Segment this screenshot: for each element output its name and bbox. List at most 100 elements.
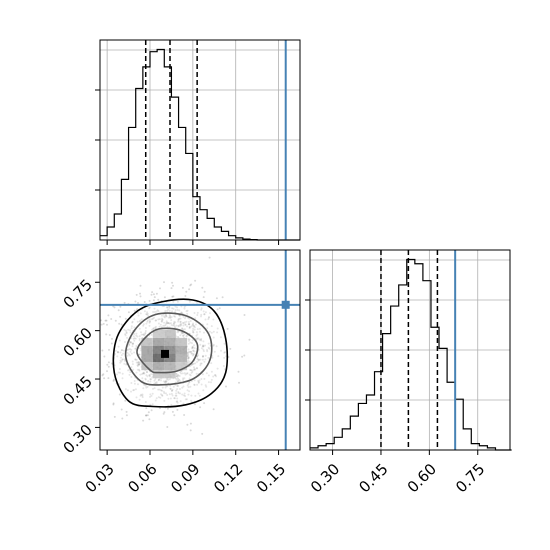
sample-point xyxy=(166,325,169,328)
sample-point xyxy=(203,313,206,316)
sample-point xyxy=(149,320,151,323)
sample-point xyxy=(204,344,206,347)
sample-point xyxy=(221,296,224,299)
sample-point xyxy=(179,321,182,323)
sample-point xyxy=(135,358,138,361)
sample-point xyxy=(200,378,203,380)
sample-point xyxy=(176,330,179,333)
sample-point xyxy=(210,381,212,384)
sample-point xyxy=(145,313,148,316)
sample-point xyxy=(170,319,173,322)
sample-point xyxy=(189,350,192,353)
sample-point xyxy=(140,333,143,336)
sample-point xyxy=(142,323,145,326)
sample-point xyxy=(196,367,198,370)
sample-point xyxy=(170,316,173,318)
sample-point xyxy=(106,323,108,326)
sample-point xyxy=(226,327,229,330)
sample-point xyxy=(201,358,204,361)
sample-point xyxy=(237,370,240,373)
sample-point xyxy=(179,334,182,337)
sample-point xyxy=(116,350,119,353)
sample-point xyxy=(141,393,144,396)
sample-point xyxy=(131,320,134,323)
joint-density-marks xyxy=(100,250,300,450)
sample-point xyxy=(149,380,152,383)
sample-point xyxy=(150,373,153,376)
sample-point xyxy=(202,340,205,343)
sample-point xyxy=(202,355,204,358)
sample-point xyxy=(153,316,155,319)
sample-point xyxy=(189,422,192,425)
sample-point xyxy=(116,355,119,358)
sample-point xyxy=(188,327,191,329)
sample-point xyxy=(145,407,148,410)
sample-point xyxy=(139,319,142,322)
sample-point xyxy=(153,379,156,382)
sample-point xyxy=(157,378,160,381)
sample-point xyxy=(135,332,138,335)
sample-point xyxy=(142,333,145,336)
sample-point xyxy=(138,398,141,401)
sample-point xyxy=(190,350,192,353)
sample-point xyxy=(131,343,134,345)
sample-point xyxy=(186,352,189,355)
sample-point xyxy=(197,359,200,362)
sample-point xyxy=(187,386,190,389)
joint-xtick-label-3: 0.12 xyxy=(210,460,246,496)
sample-point xyxy=(187,357,190,360)
sample-point xyxy=(130,366,133,369)
sample-point xyxy=(215,297,218,300)
sample-point xyxy=(196,311,199,314)
sample-point xyxy=(187,356,190,358)
sample-point xyxy=(176,384,179,387)
sample-point xyxy=(146,385,149,388)
sample-point xyxy=(154,326,157,329)
sample-point xyxy=(124,341,126,343)
sample-point xyxy=(141,396,144,399)
sample-point xyxy=(144,384,147,387)
truth-marker xyxy=(281,300,290,309)
sample-point xyxy=(139,295,142,298)
sample-point xyxy=(132,337,135,340)
sample-point xyxy=(196,328,199,331)
sample-point xyxy=(204,358,207,361)
sample-point xyxy=(146,414,149,417)
sample-point xyxy=(182,378,185,381)
sample-point xyxy=(194,323,197,326)
sample-point xyxy=(187,382,190,385)
sample-point xyxy=(171,388,174,391)
sample-point xyxy=(248,338,251,341)
sample-point xyxy=(179,371,182,374)
sample-point xyxy=(186,309,189,312)
sample-point xyxy=(166,385,169,388)
sample-point xyxy=(177,325,180,328)
sample-point xyxy=(168,306,171,309)
sample-point xyxy=(192,368,195,371)
sample-point xyxy=(224,368,226,371)
x-marginal-histogram-panel xyxy=(95,39,301,245)
sample-point xyxy=(129,350,132,353)
sample-point xyxy=(200,362,203,365)
sample-point xyxy=(133,337,136,340)
sample-point xyxy=(160,393,162,396)
sample-point xyxy=(224,351,226,354)
sample-point xyxy=(138,368,141,371)
sample-point xyxy=(157,396,160,399)
sample-point xyxy=(207,342,210,345)
sample-point xyxy=(173,397,176,400)
sample-point xyxy=(223,351,226,354)
sample-point xyxy=(210,370,213,373)
sample-point xyxy=(124,317,127,320)
sample-point xyxy=(192,331,195,334)
sample-point xyxy=(188,390,191,393)
joint-ytick-label-2: 0.60 xyxy=(60,324,96,360)
sample-point xyxy=(188,323,191,326)
density-cell-5 xyxy=(175,346,188,355)
sample-point xyxy=(202,355,205,358)
sample-point xyxy=(151,403,154,406)
sample-point xyxy=(192,353,195,356)
sample-point xyxy=(171,281,174,284)
sample-point xyxy=(186,334,189,337)
sample-point xyxy=(193,367,196,370)
